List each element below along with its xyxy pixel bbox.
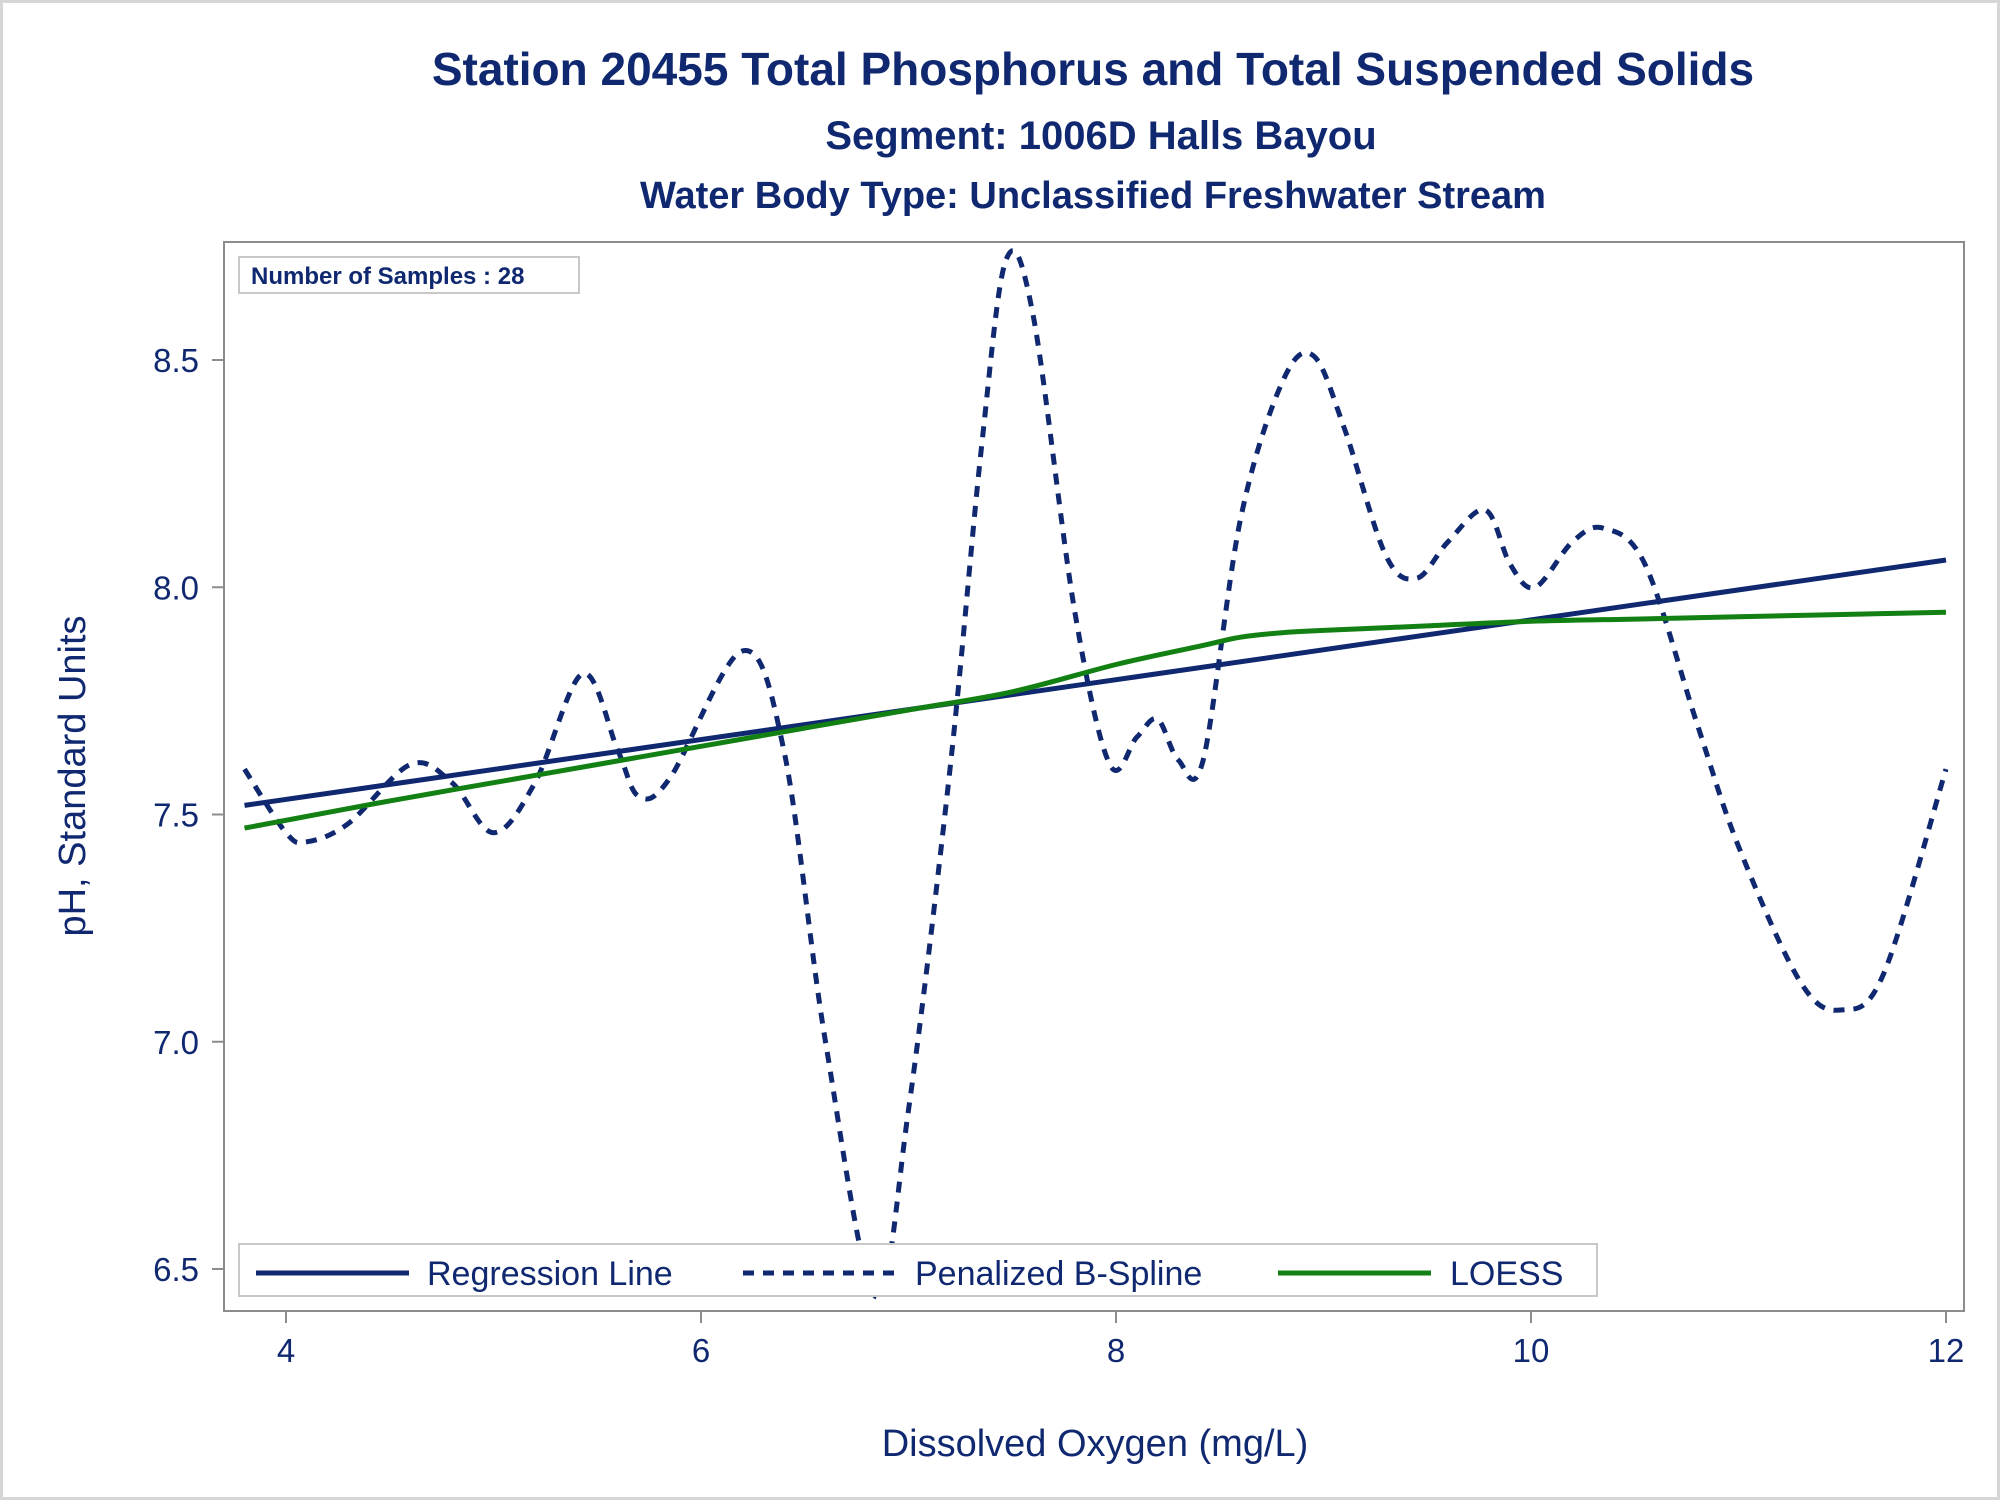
series-loess: [244, 609, 1947, 831]
x-axis-title: Dissolved Oxygen (mg/L): [882, 1423, 1309, 1465]
series-penalized-bspline: [242, 248, 1949, 1300]
chart-subtitle-2: Water Body Type: Unclassified Freshwater…: [640, 175, 1546, 217]
legend: Regression Line Penalized B-Spline LOESS: [238, 1243, 1598, 1297]
x-tick-label: 4: [277, 1332, 295, 1369]
y-axis-title: pH, Standard Units: [52, 615, 94, 936]
chart-subtitle: Segment: 1006D Halls Bayou: [825, 114, 1376, 158]
legend-box: [238, 1243, 1598, 1297]
sample-count-box: [238, 256, 580, 294]
x-tick-label: 8: [1107, 1332, 1125, 1369]
series-layer: [242, 248, 1949, 1300]
chart-canvas: Station 20455 Total Phosphorus and Total…: [52, 43, 1965, 1465]
y-tick-label: 7.5: [153, 797, 199, 834]
x-tick-label: 12: [1928, 1332, 1965, 1369]
legend-label-regression: Regression Line: [427, 1255, 673, 1293]
chart-title: Station 20455 Total Phosphorus and Total…: [432, 43, 1754, 95]
y-tick-label: 6.5: [153, 1251, 199, 1288]
y-tick-label: 8.0: [153, 569, 199, 606]
x-tick-label: 10: [1513, 1332, 1550, 1369]
legend-label-bspline: Penalized B-Spline: [915, 1255, 1202, 1293]
x-tick-label: 6: [692, 1332, 710, 1369]
plot-area: [223, 241, 1965, 1312]
sample-count-inset: Number of Samples : 28: [238, 256, 580, 294]
x-axis: 4 6 8 10 12: [277, 1311, 1965, 1369]
y-tick-label: 8.5: [153, 342, 199, 379]
sample-count-label: Number of Samples : 28: [251, 263, 524, 290]
series-regression-line: [244, 557, 1947, 808]
legend-label-loess: LOESS: [1450, 1255, 1563, 1293]
y-tick-label: 7.0: [153, 1024, 199, 1061]
y-axis: 6.5 7.0 7.5 8.0 8.5: [153, 342, 224, 1288]
